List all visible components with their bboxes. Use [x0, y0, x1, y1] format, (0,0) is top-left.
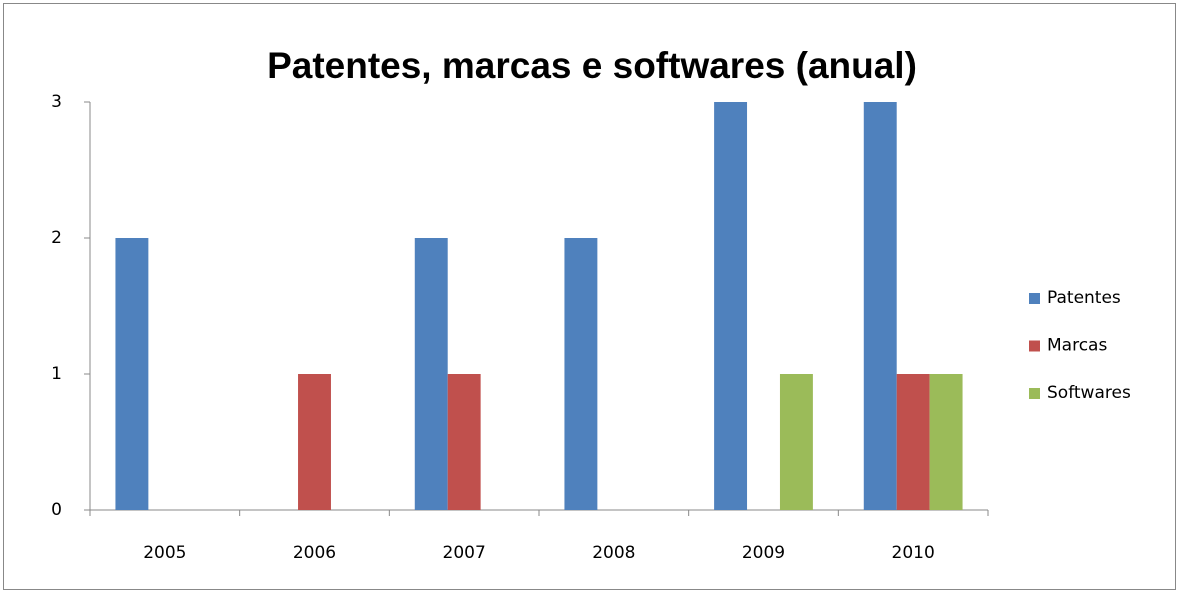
- chart-title: Patentes, marcas e softwares (anual): [267, 45, 917, 86]
- legend-label: Marcas: [1047, 336, 1107, 356]
- legend-label: Patentes: [1047, 288, 1121, 308]
- bar: [447, 374, 481, 510]
- bar: [779, 374, 813, 510]
- bar: [896, 374, 930, 510]
- bar: [863, 102, 897, 510]
- x-tick-label: 2006: [293, 543, 336, 563]
- x-tick-label: 2007: [443, 543, 486, 563]
- legend-swatch: [1029, 388, 1040, 399]
- bar: [298, 374, 331, 510]
- legend-label: Softwares: [1047, 383, 1131, 403]
- y-tick-label: 2: [51, 228, 62, 248]
- legend-swatch: [1029, 293, 1040, 304]
- x-tick-label: 2010: [892, 543, 935, 563]
- x-tick-label: 2008: [592, 543, 635, 563]
- y-tick-label: 3: [51, 92, 62, 112]
- bar: [564, 238, 598, 510]
- bar: [414, 238, 448, 510]
- x-tick-label: 2005: [143, 543, 186, 563]
- y-tick-label: 0: [51, 500, 62, 520]
- bar: [714, 102, 748, 510]
- bar: [115, 238, 149, 510]
- legend-swatch: [1029, 340, 1040, 352]
- bar: [929, 374, 963, 510]
- x-tick-label: 2009: [742, 543, 785, 563]
- y-tick-label: 1: [51, 364, 62, 384]
